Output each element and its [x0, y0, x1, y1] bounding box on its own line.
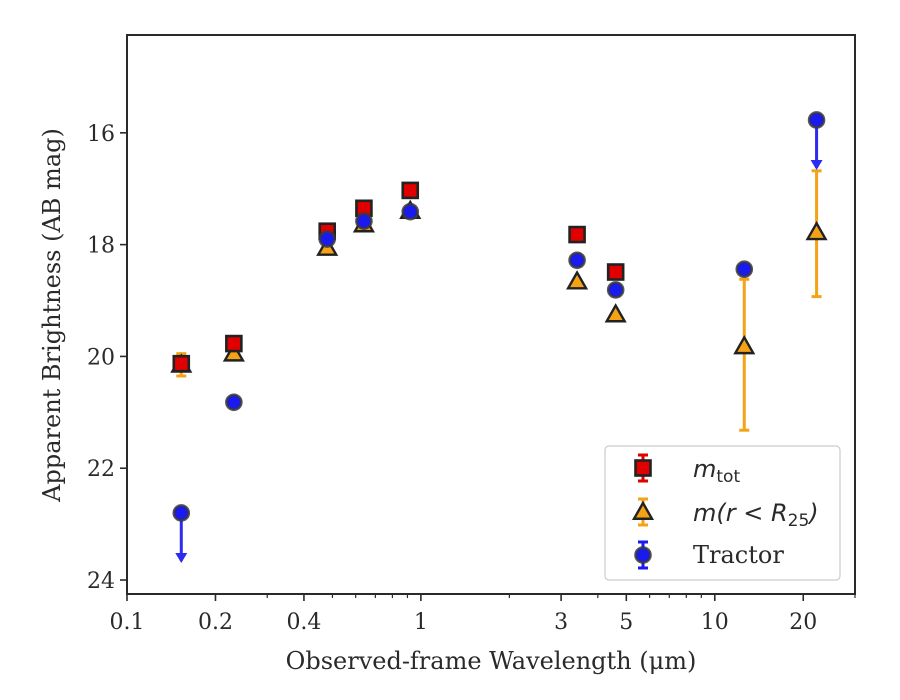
- x-tick-label: 0.4: [286, 610, 321, 635]
- legend-frame: [604, 445, 841, 581]
- x-tick-label: 0.2: [198, 610, 233, 635]
- data-point: [568, 225, 586, 244]
- y-tick-label: 24: [87, 569, 115, 594]
- x-tick-label: 3: [554, 610, 568, 635]
- data-point: [807, 111, 826, 129]
- legend-label-m-r25: m(r < R25): [693, 499, 819, 531]
- y-tick-label: 16: [87, 122, 115, 147]
- data-point: [735, 260, 754, 279]
- data-point: [401, 202, 420, 221]
- x-tick-label: 1: [414, 610, 428, 635]
- y-tick-label: 22: [87, 457, 115, 482]
- data-point: [606, 281, 625, 299]
- data-point: [568, 251, 586, 270]
- data-marks: [170, 111, 828, 563]
- y-axis-title: Apparent Brightness (AB mag): [38, 128, 66, 503]
- legend-label-mtot: mtot: [693, 455, 740, 487]
- data-point: [172, 504, 191, 522]
- legend-swatch-circle: [634, 546, 652, 564]
- legend-swatch-square: [634, 459, 652, 477]
- upper-limit-arrowhead: [175, 552, 188, 563]
- data-point: [604, 303, 627, 323]
- data-point: [172, 354, 191, 373]
- series-square: [172, 181, 625, 373]
- data-point: [225, 334, 243, 353]
- legend-swatches: [631, 453, 655, 570]
- x-tick-label: 5: [619, 610, 633, 635]
- upper-limit-arrowhead: [810, 159, 823, 170]
- data-point: [401, 181, 420, 200]
- data-point: [606, 263, 625, 281]
- x-tick-label: 10: [701, 610, 729, 635]
- legend: mtot m(r < R25) Tractor: [604, 445, 841, 581]
- x-axis-title: Observed-frame Wavelength (μm): [286, 647, 697, 675]
- data-point: [733, 334, 756, 355]
- legend-swatch-triangle: [631, 500, 655, 520]
- x-tick-label: 0.1: [110, 610, 145, 635]
- y-tick-label: 20: [87, 345, 115, 370]
- data-point: [355, 212, 373, 230]
- data-point: [566, 270, 589, 290]
- data-point: [222, 342, 245, 362]
- data-point: [225, 393, 243, 412]
- data-point: [805, 220, 828, 241]
- y-tick-label: 18: [87, 234, 115, 259]
- data-point: [318, 230, 337, 248]
- series-circle: [172, 111, 826, 563]
- legend-label-tractor: Tractor: [693, 541, 784, 569]
- x-tick-label: 20: [789, 610, 817, 635]
- y-axis: 16 18 20 22 24: [87, 122, 127, 594]
- x-axis: 0.1 0.2 0.4 1 3 5 10 20: [110, 594, 856, 635]
